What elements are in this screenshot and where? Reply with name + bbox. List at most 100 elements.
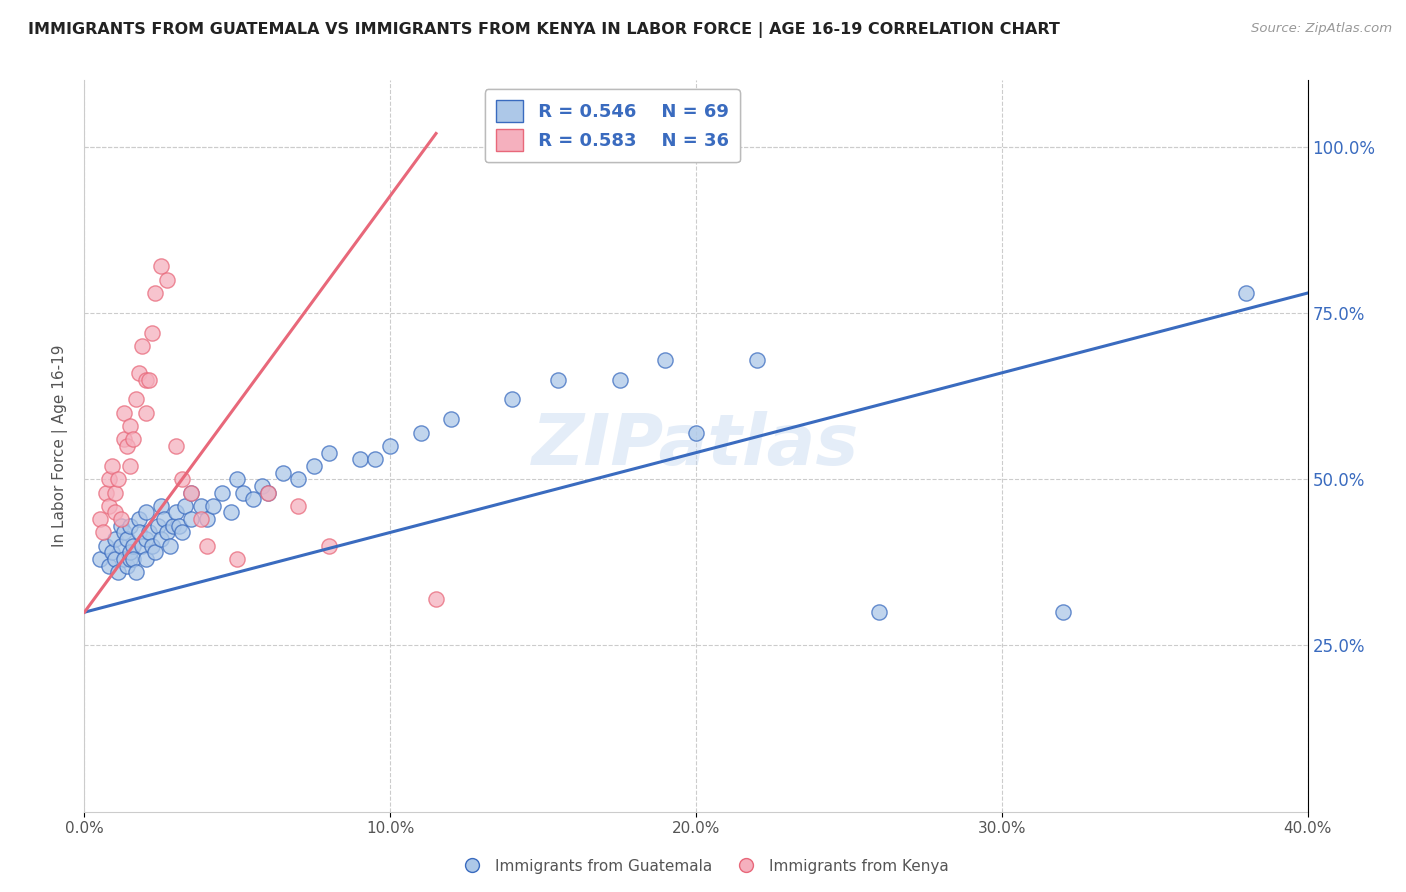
Point	[115, 532, 138, 546]
Point	[318, 539, 340, 553]
Point	[226, 472, 249, 486]
Point	[112, 406, 135, 420]
Point	[425, 591, 447, 606]
Point	[172, 472, 194, 486]
Point	[138, 372, 160, 386]
Point	[89, 552, 111, 566]
Point	[115, 558, 138, 573]
Legend:  R = 0.546    N = 69,  R = 0.583    N = 36: R = 0.546 N = 69, R = 0.583 N = 36	[485, 89, 740, 162]
Point	[120, 552, 142, 566]
Point	[104, 506, 127, 520]
Point	[131, 339, 153, 353]
Point	[110, 518, 132, 533]
Point	[242, 492, 264, 507]
Point	[125, 392, 148, 407]
Point	[107, 566, 129, 580]
Point	[271, 466, 294, 480]
Point	[97, 558, 120, 573]
Point	[104, 532, 127, 546]
Point	[122, 552, 145, 566]
Point	[97, 472, 120, 486]
Point	[440, 412, 463, 426]
Point	[107, 472, 129, 486]
Y-axis label: In Labor Force | Age 16-19: In Labor Force | Age 16-19	[52, 344, 69, 548]
Point	[226, 552, 249, 566]
Point	[110, 512, 132, 526]
Point	[149, 532, 172, 546]
Point	[112, 525, 135, 540]
Point	[180, 485, 202, 500]
Point	[287, 472, 309, 486]
Point	[141, 539, 163, 553]
Point	[162, 518, 184, 533]
Point	[211, 485, 233, 500]
Point	[104, 552, 127, 566]
Point	[94, 539, 117, 553]
Point	[120, 518, 142, 533]
Point	[122, 539, 145, 553]
Point	[250, 479, 273, 493]
Point	[654, 352, 676, 367]
Point	[257, 485, 280, 500]
Point	[172, 525, 194, 540]
Point	[190, 499, 212, 513]
Point	[143, 286, 166, 301]
Point	[128, 366, 150, 380]
Point	[318, 445, 340, 459]
Point	[165, 506, 187, 520]
Point	[257, 485, 280, 500]
Point	[125, 566, 148, 580]
Point	[120, 419, 142, 434]
Point	[547, 372, 569, 386]
Point	[112, 433, 135, 447]
Point	[149, 499, 172, 513]
Point	[380, 439, 402, 453]
Point	[167, 518, 190, 533]
Text: ZIPatlas: ZIPatlas	[533, 411, 859, 481]
Point	[143, 545, 166, 559]
Point	[91, 525, 114, 540]
Point	[112, 552, 135, 566]
Point	[219, 506, 242, 520]
Point	[120, 545, 142, 559]
Point	[135, 406, 157, 420]
Point	[128, 512, 150, 526]
Point	[101, 458, 124, 473]
Point	[135, 552, 157, 566]
Point	[364, 452, 387, 467]
Point	[201, 499, 224, 513]
Point	[180, 512, 202, 526]
Point	[302, 458, 325, 473]
Point	[156, 525, 179, 540]
Point	[122, 433, 145, 447]
Point	[180, 485, 202, 500]
Point	[287, 499, 309, 513]
Point	[869, 605, 891, 619]
Point	[131, 539, 153, 553]
Point	[195, 539, 218, 553]
Point	[153, 512, 176, 526]
Text: Source: ZipAtlas.com: Source: ZipAtlas.com	[1251, 22, 1392, 36]
Point	[135, 372, 157, 386]
Point	[156, 273, 179, 287]
Point	[1052, 605, 1074, 619]
Point	[146, 518, 169, 533]
Point	[232, 485, 254, 500]
Point	[135, 532, 157, 546]
Text: IMMIGRANTS FROM GUATEMALA VS IMMIGRANTS FROM KENYA IN LABOR FORCE | AGE 16-19 CO: IMMIGRANTS FROM GUATEMALA VS IMMIGRANTS …	[28, 22, 1060, 38]
Point	[502, 392, 524, 407]
Legend: Immigrants from Guatemala, Immigrants from Kenya: Immigrants from Guatemala, Immigrants fr…	[451, 853, 955, 880]
Point	[120, 458, 142, 473]
Point	[349, 452, 371, 467]
Point	[609, 372, 631, 386]
Point	[101, 545, 124, 559]
Point	[110, 539, 132, 553]
Point	[685, 425, 707, 440]
Point	[149, 260, 172, 274]
Point	[94, 485, 117, 500]
Point	[1236, 286, 1258, 301]
Point	[128, 525, 150, 540]
Point	[89, 512, 111, 526]
Point	[195, 512, 218, 526]
Point	[190, 512, 212, 526]
